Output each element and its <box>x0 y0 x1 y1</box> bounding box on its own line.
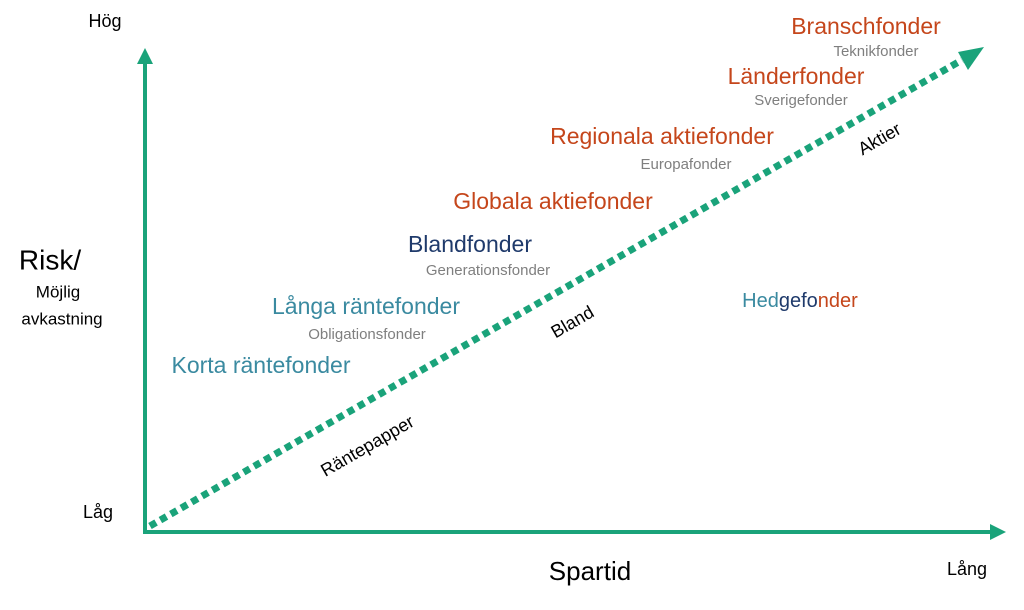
fund-example: Europafonder <box>641 156 732 173</box>
y-high: Hög <box>88 11 121 31</box>
fund-name: Långa räntefonder <box>272 293 460 319</box>
hedge-part: gefo <box>779 290 818 312</box>
fund-name: Korta räntefonder <box>171 352 350 378</box>
hedge-fund: Hedgefonder <box>742 290 858 312</box>
hedge-part: nder <box>818 290 858 312</box>
fund-name: Regionala aktiefonder <box>550 123 774 149</box>
diagonal-arrowhead <box>958 47 984 70</box>
zone-label: Bland <box>547 302 597 342</box>
fund-example: Teknikfonder <box>833 43 918 60</box>
hedge-part: Hed <box>742 290 779 312</box>
y-low: Låg <box>83 502 113 522</box>
fund-example: Obligationsfonder <box>308 326 426 343</box>
fund-example: Generationsfonder <box>426 262 550 279</box>
zone-label: Aktier <box>854 119 904 159</box>
fund-name: Branschfonder <box>791 13 941 39</box>
fund-name: Blandfonder <box>408 231 532 257</box>
fund-name: Länderfonder <box>728 63 865 89</box>
x-high: Lång <box>947 559 987 579</box>
x-title: Spartid <box>549 556 631 586</box>
diagonal <box>148 56 964 530</box>
y-title: Risk/ <box>19 244 81 275</box>
y-subtitle: Möjlig <box>36 282 80 301</box>
fund-name: Globala aktiefonder <box>453 188 653 214</box>
fund-example: Sverigefonder <box>754 92 847 109</box>
y-subtitle: avkastning <box>21 309 102 328</box>
